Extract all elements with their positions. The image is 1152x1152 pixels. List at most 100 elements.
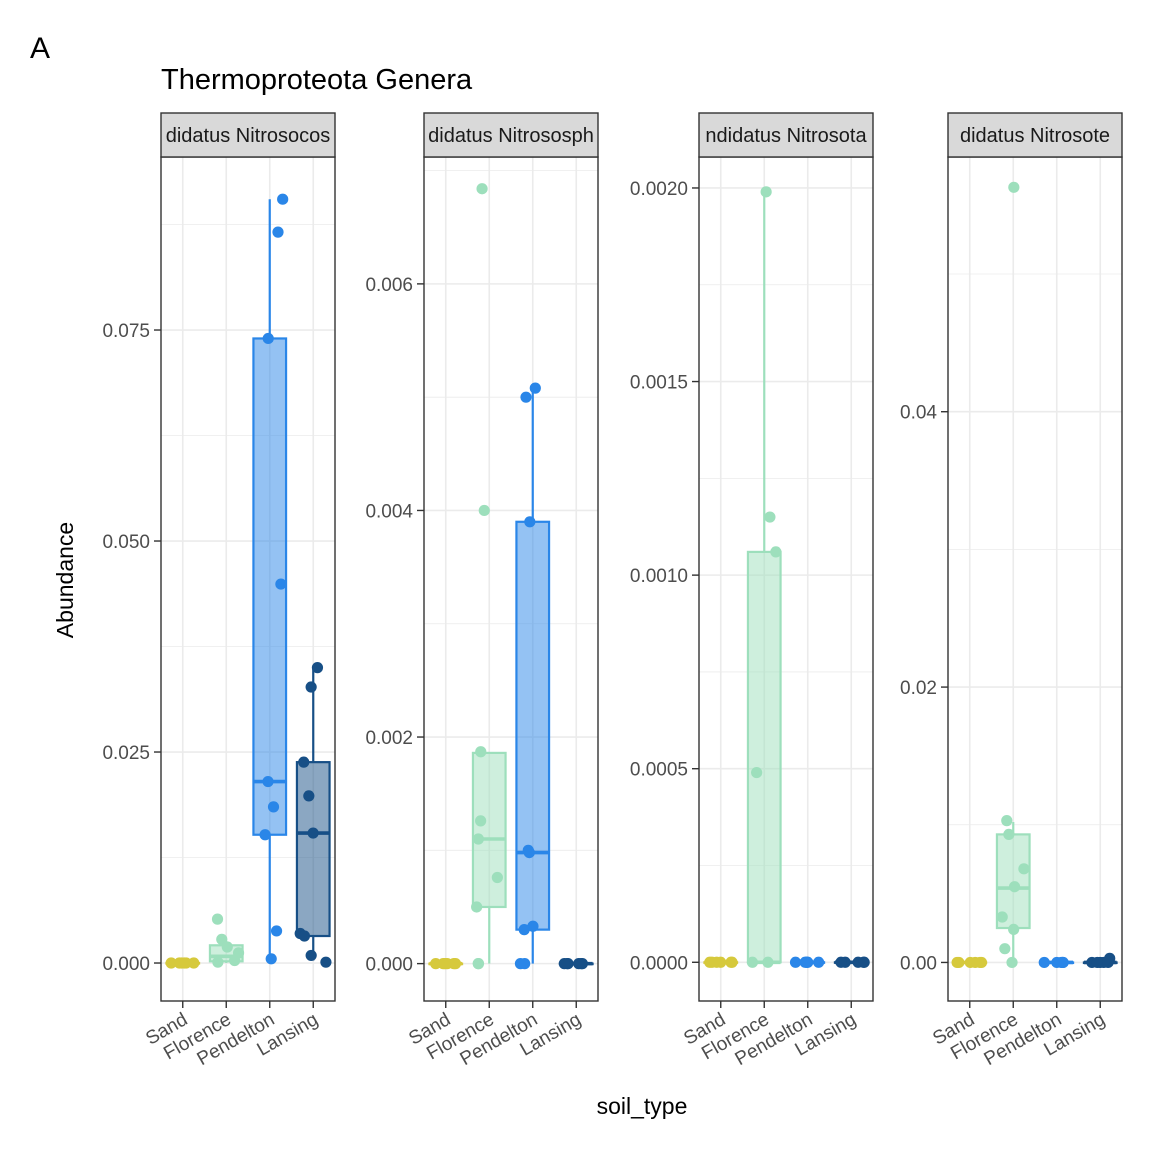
data-point-pendelton bbox=[519, 958, 531, 970]
data-point-pendelton bbox=[270, 925, 283, 937]
y-tick-label: 0.004 bbox=[365, 501, 413, 522]
data-point-pendelton bbox=[277, 193, 289, 205]
y-tick-label: 0.0020 bbox=[630, 179, 688, 200]
x-axis-label: soil_type bbox=[597, 1093, 688, 1119]
data-point-pendelton bbox=[523, 846, 535, 859]
facet-panel-2: didatus Nitrososph0.0000.0020.0040.006Sa… bbox=[365, 112, 599, 1070]
data-point-lansing bbox=[305, 949, 317, 962]
data-point-florence bbox=[471, 901, 483, 913]
data-point-florence bbox=[472, 958, 484, 970]
panel-border bbox=[698, 156, 874, 1002]
data-point-florence bbox=[999, 943, 1011, 955]
data-point-sand bbox=[449, 958, 462, 970]
data-point-lansing bbox=[320, 956, 332, 968]
data-point-florence bbox=[1003, 828, 1015, 841]
data-point-florence bbox=[1018, 863, 1030, 875]
data-point-pendelton bbox=[1056, 956, 1069, 969]
y-tick-label: 0.0000 bbox=[630, 953, 688, 974]
data-point-pendelton bbox=[529, 382, 541, 394]
data-point-sand bbox=[439, 958, 451, 970]
data-point-florence bbox=[760, 186, 772, 198]
plot-area bbox=[165, 193, 332, 969]
boxplot-florence bbox=[471, 751, 507, 964]
facet-panels: didatus Nitrosocos0.0000.0250.0500.075Sa… bbox=[102, 112, 1123, 1070]
facet-strip bbox=[423, 112, 599, 158]
data-point-pendelton bbox=[272, 226, 284, 238]
y-tick-label: 0.006 bbox=[365, 275, 413, 296]
boxplot-florence bbox=[995, 822, 1031, 963]
data-point-pendelton bbox=[524, 516, 536, 528]
data-point-lansing bbox=[298, 756, 310, 768]
data-point-pendelton bbox=[1038, 956, 1050, 969]
data-point-florence bbox=[770, 546, 782, 558]
box-iqr bbox=[515, 520, 551, 931]
facet-strip-label: didatus Nitrosocos bbox=[166, 125, 331, 147]
data-point-lansing bbox=[303, 790, 315, 802]
data-point-pendelton bbox=[267, 801, 280, 813]
data-point-florence bbox=[229, 954, 241, 967]
y-tick-label: 0.000 bbox=[365, 955, 413, 976]
data-point-sand bbox=[725, 956, 737, 968]
data-point-lansing bbox=[858, 956, 870, 968]
y-tick-label: 0.000 bbox=[102, 954, 150, 975]
data-point-pendelton bbox=[520, 391, 532, 403]
plot-area bbox=[428, 183, 594, 970]
facet-panel-4: didatus Nitrosote0.000.020.04SandFlorenc… bbox=[900, 112, 1123, 1070]
data-point-florence bbox=[478, 504, 490, 517]
facet-strip-label: didatus Nitrosote bbox=[960, 125, 1110, 147]
data-point-florence bbox=[996, 911, 1008, 923]
data-point-florence bbox=[221, 941, 233, 953]
data-point-florence bbox=[1008, 881, 1021, 893]
data-point-pendelton bbox=[813, 956, 825, 968]
data-point-lansing bbox=[307, 827, 319, 839]
facet-strip bbox=[160, 112, 336, 158]
boxplot-pendelton bbox=[515, 388, 551, 964]
data-point-lansing bbox=[558, 958, 570, 970]
data-point-florence bbox=[475, 746, 487, 758]
y-tick-label: 0.050 bbox=[102, 532, 150, 553]
facet-strip bbox=[947, 112, 1123, 158]
y-tick-label: 0.025 bbox=[102, 743, 150, 764]
data-point-sand bbox=[964, 956, 976, 969]
data-point-sand bbox=[165, 957, 177, 969]
data-point-sand bbox=[188, 957, 200, 969]
data-point-lansing bbox=[576, 958, 588, 970]
panel-letter: A bbox=[30, 32, 50, 65]
data-point-florence bbox=[212, 956, 224, 968]
facet-panel-3: ndidatus Nitrosota 0.0000 0.0005 0.0010 0.00… bbox=[630, 112, 874, 1070]
y-tick-label: 0.075 bbox=[102, 321, 150, 342]
data-point-pendelton bbox=[518, 924, 530, 936]
y-tick-label: 0.0015 bbox=[630, 373, 688, 394]
data-point-lansing bbox=[1091, 956, 1103, 969]
data-point-lansing bbox=[298, 930, 311, 942]
y-tick-label: 0.0005 bbox=[630, 760, 688, 781]
data-point-lansing bbox=[311, 662, 324, 674]
data-point-florence bbox=[762, 956, 774, 968]
facet-strip bbox=[698, 112, 874, 158]
data-point-lansing bbox=[835, 956, 847, 968]
data-point-florence bbox=[746, 956, 759, 968]
box-iqr bbox=[295, 761, 331, 938]
data-point-florence bbox=[472, 833, 484, 845]
data-point-florence bbox=[1006, 956, 1018, 969]
data-point-pendelton bbox=[527, 920, 539, 932]
data-point-sand bbox=[975, 956, 988, 969]
boxplot-lansing bbox=[295, 667, 331, 961]
data-point-florence bbox=[764, 511, 776, 523]
data-point-florence bbox=[751, 766, 763, 779]
data-point-pendelton bbox=[262, 332, 274, 345]
data-point-sand bbox=[953, 956, 965, 969]
data-point-florence bbox=[1008, 923, 1020, 936]
data-point-pendelton bbox=[799, 956, 811, 968]
panel-border bbox=[947, 156, 1123, 1002]
data-point-sand bbox=[180, 957, 192, 969]
box-iqr bbox=[746, 550, 782, 964]
data-point-florence bbox=[1001, 815, 1013, 827]
data-point-florence bbox=[1008, 181, 1020, 193]
plot-area bbox=[951, 181, 1118, 969]
data-point-lansing bbox=[305, 681, 317, 693]
plot-area bbox=[703, 186, 870, 968]
y-axis-label: Abundance bbox=[52, 522, 78, 638]
data-point-pendelton bbox=[275, 578, 287, 590]
facet-strip-label: ndidatus Nitrosota bbox=[705, 125, 867, 147]
